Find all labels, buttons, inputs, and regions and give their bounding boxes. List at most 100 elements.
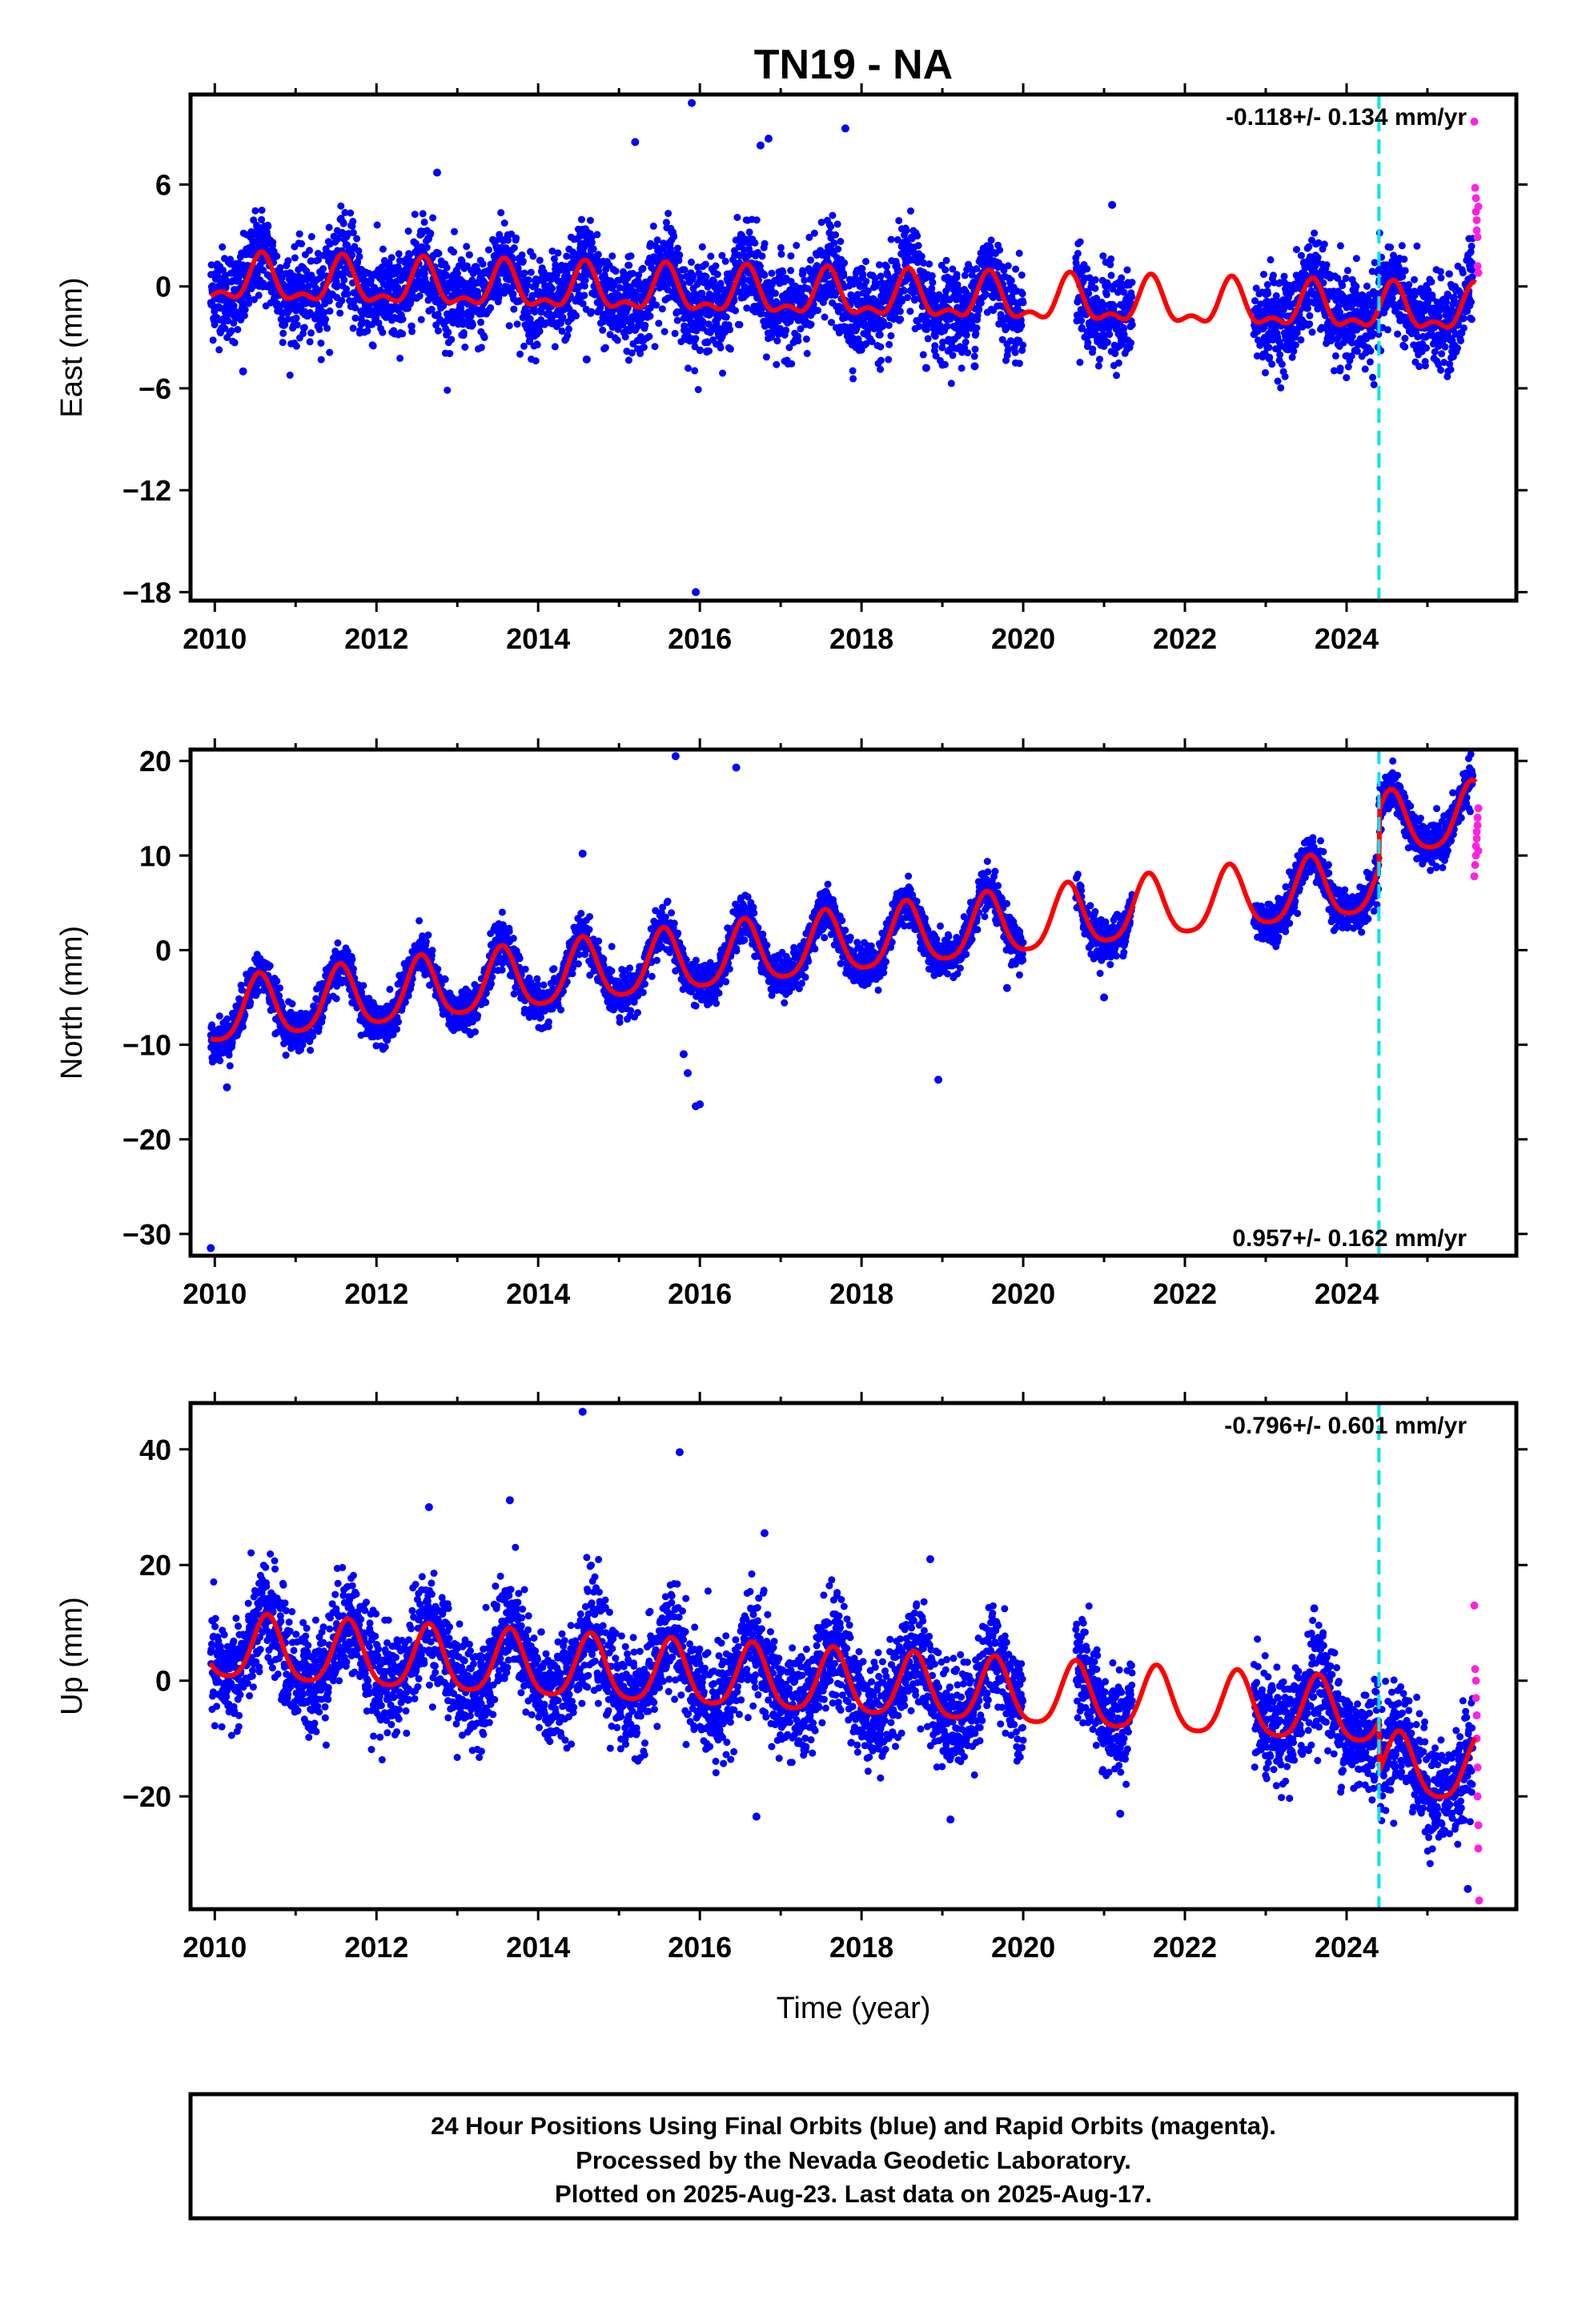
final-orbit-point [216, 1057, 224, 1064]
final-orbit-point [849, 375, 857, 383]
final-orbit-point [317, 356, 325, 364]
final-orbit-point [531, 308, 539, 316]
final-orbit-point [292, 314, 300, 322]
final-orbit-point [588, 239, 596, 247]
final-orbit-point [697, 346, 704, 354]
y-axis-label: East (mm) [55, 277, 89, 417]
final-orbit-point [906, 308, 914, 316]
final-orbit-point [505, 322, 513, 330]
final-orbit-point [533, 341, 541, 349]
final-orbit-point [460, 329, 468, 336]
final-orbit-point [996, 246, 1004, 254]
final-orbit-point [885, 356, 893, 364]
final-orbit-point [1342, 275, 1350, 283]
final-orbit-point [504, 236, 512, 244]
final-orbit-point [1260, 271, 1267, 279]
final-orbit-point [497, 209, 505, 217]
final-orbit-point [1306, 312, 1314, 320]
final-orbit-point [379, 245, 387, 253]
final-orbit-point [339, 219, 347, 227]
final-orbit-point [1018, 321, 1026, 329]
final-orbit-point [1413, 242, 1421, 250]
final-orbit-point [1015, 249, 1023, 257]
final-orbit-point [1468, 316, 1476, 324]
final-orbit-point [964, 349, 972, 356]
final-orbit-point [343, 290, 351, 298]
final-orbit-point [320, 308, 328, 316]
final-orbit-point [793, 242, 801, 249]
final-orbit-point [1297, 251, 1305, 259]
final-orbit-point [322, 316, 330, 324]
final-orbit-point [1468, 242, 1476, 250]
final-orbit-point [929, 279, 937, 287]
final-orbit-point [317, 340, 325, 347]
final-orbit-point [1004, 262, 1012, 270]
final-orbit-point [1314, 254, 1322, 261]
final-orbit-point [1457, 337, 1464, 344]
final-orbit-point [269, 239, 277, 247]
final-orbit-point [333, 283, 341, 291]
final-orbit-point [276, 263, 284, 271]
final-orbit-point [1459, 269, 1467, 277]
final-orbit-point [529, 252, 537, 260]
final-orbit-point [1264, 290, 1272, 297]
final-orbit-point [564, 332, 572, 340]
final-orbit-point [399, 316, 407, 324]
final-orbit-point [919, 351, 927, 359]
final-orbit-point [548, 247, 556, 255]
final-orbit-point [1401, 335, 1409, 342]
final-orbit-point [420, 218, 428, 226]
final-orbit-point [348, 251, 356, 259]
final-orbit-point [223, 1015, 231, 1023]
final-orbit-point [422, 279, 430, 287]
final-orbit-point [369, 342, 377, 350]
final-orbit-point [1415, 363, 1423, 371]
final-orbit-point [645, 332, 653, 340]
outlier-point [1108, 200, 1117, 209]
final-orbit-point [325, 297, 333, 305]
final-orbit-point [673, 316, 681, 324]
final-orbit-point [323, 324, 331, 332]
final-orbit-point [424, 296, 432, 304]
final-orbit-point [807, 256, 814, 264]
final-orbit-point [1320, 240, 1328, 248]
final-orbit-point [1423, 344, 1430, 352]
final-orbit-point [341, 208, 349, 216]
final-orbit-point [340, 275, 348, 283]
final-orbit-point [1398, 242, 1406, 250]
rapid-orbit-point [1470, 117, 1479, 126]
final-orbit-point [1262, 368, 1269, 376]
final-orbit-point [251, 207, 259, 215]
final-orbit-point [971, 345, 979, 353]
final-orbit-point [1468, 298, 1475, 306]
figure-title: TN19 - NA [754, 42, 953, 88]
final-orbit-point [395, 250, 403, 258]
final-orbit-point [883, 263, 890, 271]
final-orbit-point [1084, 339, 1092, 347]
final-orbit-point [231, 339, 239, 347]
final-orbit-point [406, 251, 414, 259]
outlier-point [631, 138, 640, 147]
final-orbit-point [1336, 242, 1344, 250]
final-orbit-point [1007, 276, 1015, 284]
final-orbit-point [670, 233, 678, 240]
final-orbit-point [588, 308, 596, 316]
rapid-orbit-point [1474, 268, 1483, 277]
rapid-orbit-point [1471, 183, 1480, 192]
final-orbit-point [427, 229, 435, 237]
final-orbit-point [258, 215, 266, 223]
final-orbit-point [306, 338, 314, 346]
final-orbit-point [1074, 250, 1082, 257]
final-orbit-point [387, 254, 396, 262]
final-orbit-point [319, 265, 327, 273]
final-orbit-point [768, 269, 776, 277]
outlier-point [688, 99, 697, 107]
panel-east: 2010 2012 2014 2016 2018 2020 2022 202460−6−12−… [55, 83, 1528, 655]
final-orbit-point [653, 236, 661, 244]
final-orbit-point [372, 313, 380, 321]
x-tick-label: 2016 [668, 622, 732, 655]
final-orbit-point [608, 252, 616, 260]
final-orbit-point [1018, 290, 1026, 298]
final-orbit-point [451, 227, 458, 235]
final-orbit-point [463, 262, 471, 270]
